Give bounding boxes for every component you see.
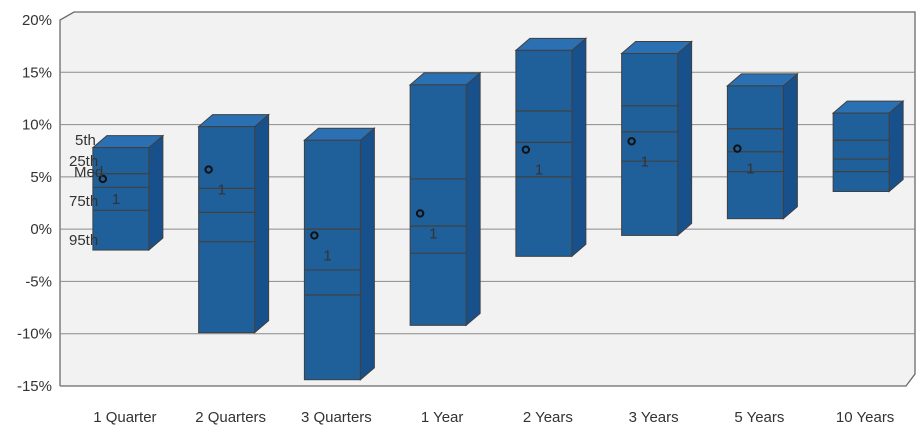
box-front	[198, 126, 256, 334]
percentile-label: 5th	[75, 132, 96, 149]
box-side	[148, 134, 164, 252]
fund-marker	[98, 174, 108, 184]
percentile-label: 75th	[69, 193, 98, 210]
x-tick-label: 3 Quarters	[301, 409, 372, 426]
x-tick-label: 2 Years	[523, 409, 573, 426]
percentile-label: 95th	[69, 232, 98, 249]
plot-area-background	[60, 12, 915, 386]
box-front	[832, 112, 890, 192]
rank-label: 1	[323, 247, 331, 264]
box-side	[782, 72, 798, 220]
x-tick-label: 10 Years	[836, 409, 894, 426]
y-tick-label: -10%	[17, 326, 52, 343]
rank-label: 1	[641, 153, 649, 170]
y-tick-label: -15%	[17, 378, 52, 395]
percentile-label: 25th	[69, 153, 98, 170]
y-tick-label: 10%	[22, 117, 52, 134]
fund-marker	[204, 165, 213, 174]
rank-label: 1	[218, 182, 226, 199]
box-front	[303, 139, 361, 381]
percentile-label: Med	[74, 164, 103, 181]
x-tick-label: 1 Year	[421, 409, 464, 426]
fund-marker	[733, 144, 742, 153]
x-tick-label: 3 Years	[629, 409, 679, 426]
fund-marker	[521, 145, 531, 154]
plot-frame	[59, 11, 916, 387]
rank-label: 1	[746, 161, 754, 178]
box-side	[359, 127, 375, 381]
fund-marker	[627, 137, 636, 146]
box-side	[465, 71, 481, 327]
y-tick-label: 15%	[22, 64, 52, 81]
y-tick-label: 5%	[30, 169, 52, 186]
x-tick-label: 1 Quarter	[93, 409, 156, 426]
box-front	[92, 147, 150, 251]
fund-marker	[310, 231, 319, 240]
y-tick-label: -5%	[25, 273, 52, 290]
box-side	[888, 99, 904, 193]
fund-marker	[415, 209, 425, 218]
y-tick-label: 0%	[30, 221, 52, 238]
x-tick-label: 5 Years	[734, 409, 784, 426]
box-side	[677, 40, 693, 237]
box-side	[254, 113, 270, 334]
box-front	[409, 84, 467, 326]
rank-label: 1	[429, 225, 437, 242]
x-tick-label: 2 Quarters	[195, 409, 266, 426]
box-side	[571, 37, 587, 258]
rank-label: 1	[535, 162, 543, 179]
y-tick-label: 20%	[22, 12, 52, 29]
rank-label: 1	[112, 191, 120, 208]
